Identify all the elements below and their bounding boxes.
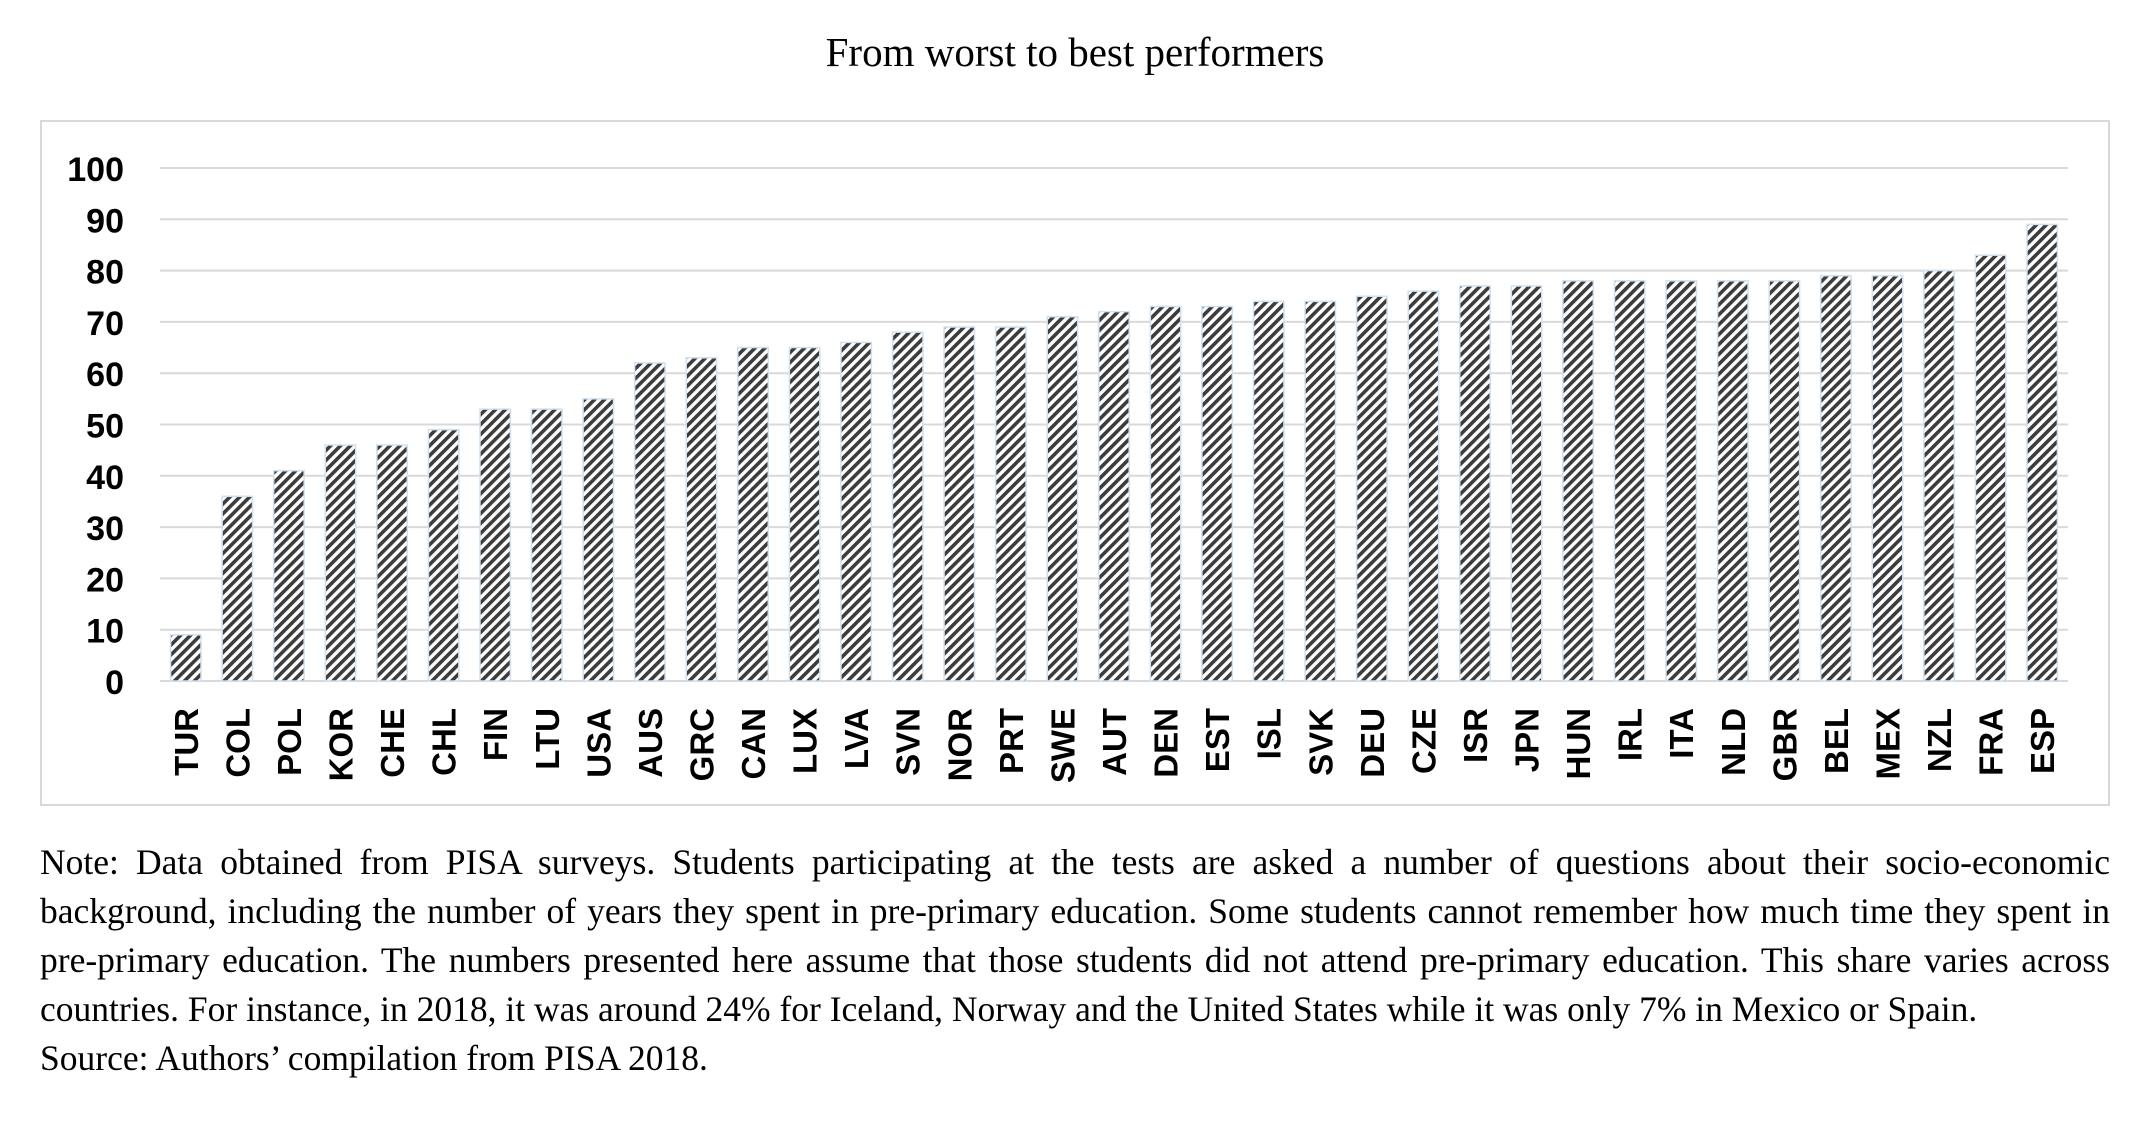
bar-esp [2026, 223, 2059, 682]
bar-che [376, 444, 409, 682]
x-tick-label: TUR [168, 708, 205, 776]
note-text: Note: Data obtained from PISA surveys. S… [40, 842, 2110, 1029]
bar-pol [272, 469, 305, 682]
bar-gbr [1768, 280, 1801, 682]
y-tick-label: 80 [86, 254, 124, 292]
bar-tur [169, 634, 202, 682]
bar-den [1149, 305, 1182, 682]
x-tick-label: HUN [1560, 708, 1597, 780]
bar-mex [1871, 274, 1904, 682]
x-tick-label: GRC [683, 708, 720, 781]
bar-svk [1304, 300, 1337, 682]
x-tick-label: USA [580, 708, 617, 778]
x-tick-label: ISL [1251, 708, 1288, 759]
bar-usa [582, 398, 615, 682]
y-tick-label: 40 [86, 459, 124, 497]
bar-hun [1562, 280, 1595, 682]
x-tick-label: LUX [787, 708, 824, 774]
bar-svn [891, 331, 924, 682]
bars [169, 223, 2059, 682]
bar-fra [1974, 254, 2007, 682]
x-tick-label: MEX [1870, 708, 1907, 780]
bar-est [1201, 305, 1234, 682]
source-text: Source: Authors’ compilation from PISA 2… [40, 1038, 708, 1078]
x-tick-label: ITA [1663, 708, 1700, 759]
bar-swe [1046, 316, 1079, 682]
x-tick-label: GBR [1766, 708, 1803, 782]
x-tick-label: SWE [1044, 708, 1081, 783]
bar-chl [427, 428, 460, 682]
y-tick-label: 10 [86, 613, 124, 651]
gridlines [160, 167, 2068, 682]
x-tick-label: SVK [1302, 708, 1339, 776]
bar-col [221, 495, 254, 682]
x-tick-label: LVA [838, 708, 875, 769]
bar-deu [1355, 295, 1388, 682]
bar-can [737, 346, 769, 682]
y-tick-label: 90 [86, 202, 124, 240]
bar-fin [479, 408, 512, 682]
bar-ita [1665, 280, 1698, 682]
bar-aut [1098, 310, 1130, 682]
chart-title: From worst to best performers [825, 29, 1325, 75]
x-tick-label: EST [1199, 708, 1236, 772]
bar-isr [1459, 285, 1491, 682]
x-tick-label: NLD [1715, 708, 1752, 776]
figure-note: Note: Data obtained from PISA surveys. S… [40, 838, 2110, 1083]
y-tick-label: 70 [86, 305, 124, 343]
x-tick-label: BEL [1818, 708, 1855, 774]
bar-kor [324, 444, 357, 682]
y-axis-tick-labels: 0 10 20 30 40 50 60 70 80 90 100 [67, 151, 124, 702]
y-tick-label: 50 [86, 408, 124, 446]
x-tick-label: SVN [890, 708, 927, 776]
bar-irl [1613, 280, 1646, 682]
bar-cze [1407, 290, 1440, 682]
x-tick-label: AUT [1096, 708, 1133, 776]
bar-prt [994, 326, 1027, 682]
x-tick-label: AUS [632, 708, 669, 778]
x-tick-label: NZL [1921, 708, 1958, 772]
y-tick-label: 0 [105, 664, 124, 702]
x-tick-label: FRA [1973, 708, 2010, 776]
bar-lux [788, 346, 821, 682]
bar-lva [840, 341, 873, 682]
bar-jpn [1510, 285, 1543, 682]
bar-nor [943, 326, 976, 682]
x-tick-label: ISR [1457, 708, 1494, 763]
x-tick-label: JPN [1509, 708, 1546, 772]
x-tick-label: DEN [1148, 708, 1185, 778]
y-tick-label: 60 [86, 356, 124, 394]
x-tick-label: PRT [993, 708, 1030, 774]
bar-bel [1819, 274, 1852, 682]
x-tick-label: CAN [735, 708, 772, 780]
bar-aus [633, 362, 666, 682]
bar-nld [1716, 280, 1749, 682]
bar-grc [685, 357, 718, 682]
x-tick-label: KOR [322, 708, 359, 782]
x-tick-label: IRL [1612, 708, 1649, 761]
bar-isl [1252, 300, 1285, 682]
x-tick-label: CZE [1405, 708, 1442, 774]
x-tick-label: LTU [529, 708, 566, 770]
y-tick-label: 20 [86, 561, 124, 599]
bar-ltu [530, 408, 563, 682]
x-tick-label: POL [271, 708, 308, 776]
x-tick-label: ESP [2024, 708, 2061, 774]
x-tick-label: NOR [941, 708, 978, 782]
x-tick-label: COL [219, 708, 256, 778]
x-tick-label: CHL [426, 708, 463, 776]
bar-chart: 0 10 20 30 40 50 60 70 80 90 100 TUR COL POL KOR CHE CH… [67, 151, 2068, 783]
y-tick-label: 100 [67, 151, 124, 189]
y-tick-label: 30 [86, 510, 124, 548]
x-axis-tick-labels: TUR COL POL KOR CHE CHL FIN LTU USA AUS GRC CAN LUX L… [168, 708, 2061, 783]
bar-nzl [1923, 269, 1956, 682]
x-tick-label: CHE [374, 708, 411, 778]
x-tick-label: FIN [477, 708, 514, 761]
x-tick-label: DEU [1354, 708, 1391, 778]
